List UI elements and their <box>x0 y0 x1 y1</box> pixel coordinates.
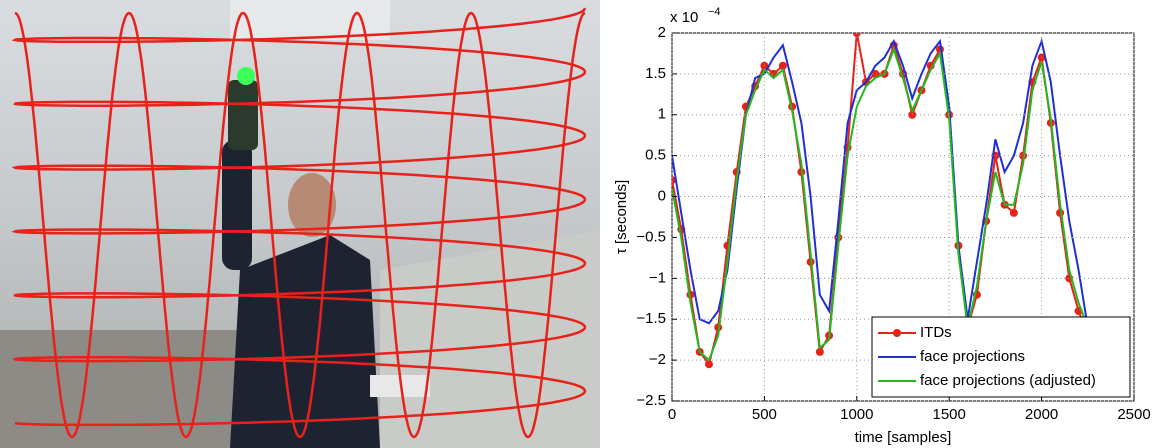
y-tick-label: −2.5 <box>636 392 666 409</box>
x-tick-label: 2000 <box>1025 406 1058 423</box>
legend-marker <box>893 329 901 337</box>
y-tick-label: −1.5 <box>636 310 666 327</box>
marker <box>778 61 787 70</box>
marker <box>852 33 861 37</box>
x-tick-label: 500 <box>752 406 777 423</box>
trajectory <box>14 11 586 439</box>
y-tick-label: −0.5 <box>636 228 666 245</box>
legend-label: ITDs <box>920 324 952 341</box>
marker <box>704 360 713 369</box>
y-scale-base: x 10 <box>670 9 698 26</box>
marker <box>871 69 880 78</box>
x-tick-label: 0 <box>668 406 676 423</box>
x-axis-label: time [samples] <box>855 429 952 446</box>
marker <box>1009 208 1018 217</box>
legend-label: face projections <box>920 348 1025 365</box>
y-tick-label: 0.5 <box>645 147 666 164</box>
y-tick-label: −1 <box>649 269 666 286</box>
series-line <box>672 46 1089 362</box>
x-tick-label: 2500 <box>1117 406 1150 423</box>
x-tick-label: 1500 <box>933 406 966 423</box>
y-tick-label: 1 <box>658 106 666 123</box>
trajectory <box>11 7 587 427</box>
y-scale-exponent: −4 <box>708 6 721 18</box>
x-tick-label: 1000 <box>840 406 873 423</box>
marker <box>815 347 824 356</box>
y-tick-label: 2 <box>658 24 666 41</box>
y-tick-label: −2 <box>649 351 666 368</box>
y-tick-label: 0 <box>658 188 666 205</box>
y-axis-label: τ [seconds] <box>613 180 630 254</box>
y-tick-label: 1.5 <box>645 65 666 82</box>
photo <box>0 0 600 448</box>
legend-label: face projections (adjusted) <box>920 372 1096 389</box>
